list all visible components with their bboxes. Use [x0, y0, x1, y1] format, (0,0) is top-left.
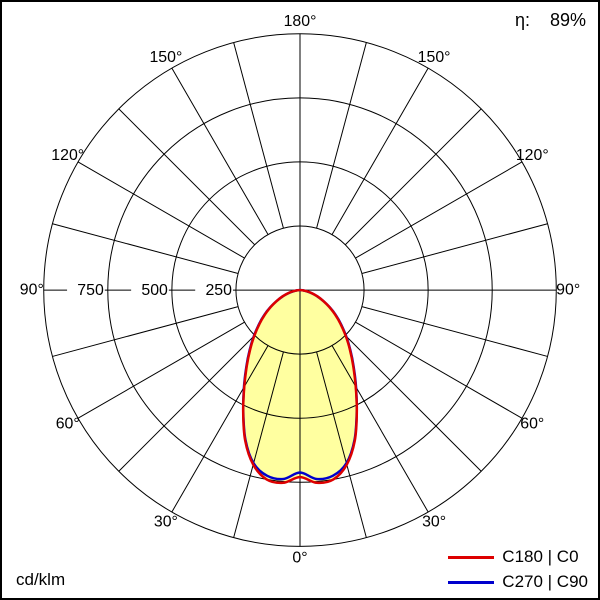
legend: C180 | C0 C270 | C90: [448, 547, 588, 592]
efficiency-readout: η: 89%: [515, 10, 586, 31]
svg-text:180°: 180°: [284, 13, 317, 30]
legend-label-c0: C180 | C0: [502, 547, 579, 566]
svg-text:150°: 150°: [149, 49, 182, 66]
legend-label-c90: C270 | C90: [502, 572, 588, 591]
svg-text:60°: 60°: [520, 415, 544, 432]
svg-text:90°: 90°: [556, 281, 580, 298]
legend-item-c90: C270 | C90: [448, 572, 588, 592]
svg-text:0°: 0°: [292, 549, 307, 566]
svg-text:30°: 30°: [154, 514, 178, 531]
svg-text:250: 250: [205, 282, 232, 299]
svg-text:120°: 120°: [516, 147, 549, 164]
legend-line-blue: [448, 580, 495, 584]
svg-text:30°: 30°: [422, 514, 446, 531]
unit-label: cd/klm: [16, 570, 66, 589]
svg-text:500: 500: [141, 282, 168, 299]
svg-text:120°: 120°: [51, 147, 84, 164]
svg-text:90°: 90°: [20, 281, 44, 298]
svg-text:60°: 60°: [56, 415, 80, 432]
svg-text:750: 750: [77, 282, 104, 299]
efficiency-value: 89%: [549, 10, 586, 30]
efficiency-label: η:: [514, 10, 530, 30]
legend-item-c0: C180 | C0: [448, 547, 588, 567]
svg-text:150°: 150°: [418, 49, 451, 66]
legend-line-red: [448, 555, 495, 559]
